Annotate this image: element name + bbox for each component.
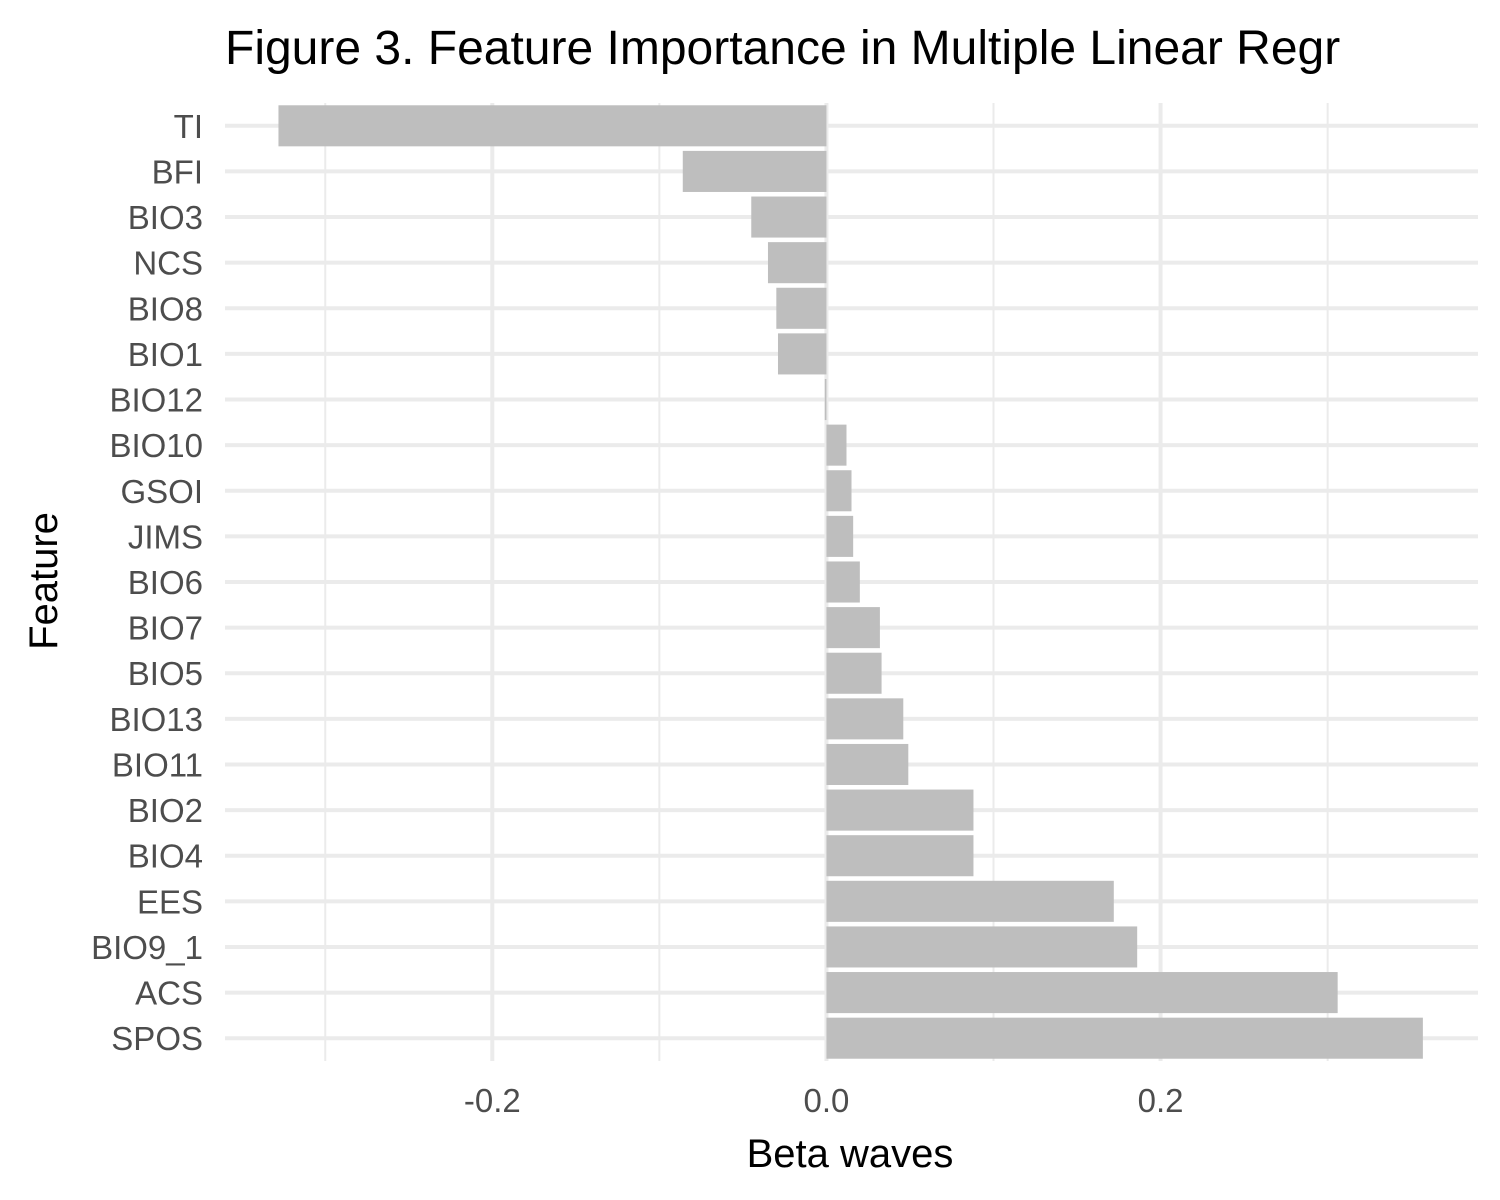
bar-bio8 (776, 287, 827, 329)
y-tick-label: ACS (135, 975, 203, 1012)
y-axis-title: Feature (22, 512, 66, 650)
bar-jims (826, 515, 854, 557)
y-tick-label: BIO8 (128, 290, 203, 327)
chart-title: Figure 3. Feature Importance in Multiple… (225, 22, 1340, 75)
x-tick-label: 0.2 (1138, 1082, 1184, 1119)
y-tick-label: BIO2 (128, 792, 203, 829)
x-tick-labels: -0.2 0.0 0.2 (464, 1082, 1184, 1119)
bar-bio1 (777, 333, 827, 375)
bar-bio4 (826, 835, 974, 877)
y-tick-label: JIMS (128, 518, 203, 555)
bar-spos (826, 1017, 1423, 1059)
y-tick-label: TI (174, 108, 203, 145)
y-tick-labels: TI BFI BIO3 NCS BIO8 BIO1 BIO12 BIO10 GSOI JIMS BI… (91, 108, 203, 1057)
bar-ti (278, 105, 827, 147)
y-tick-label: EES (137, 883, 203, 920)
y-tick-label: BIO10 (109, 427, 203, 464)
bar-bio10 (826, 424, 847, 466)
x-axis-title: Beta waves (747, 1132, 954, 1176)
bar-bio9-1 (826, 926, 1138, 968)
y-tick-label: BIO11 (112, 746, 203, 783)
bar-bio3 (751, 196, 827, 238)
bar-bio7 (826, 607, 880, 649)
bar-acs (826, 972, 1338, 1014)
bar-ncs (767, 242, 827, 284)
y-tick-label: BIO7 (128, 610, 203, 647)
bar-bio2 (826, 789, 974, 831)
bar-bio13 (826, 698, 904, 740)
bars (278, 105, 1423, 1059)
y-tick-label: BIO13 (109, 701, 203, 738)
y-tick-label: BIO6 (128, 564, 203, 601)
y-tick-label: BIO12 (109, 382, 203, 419)
bar-bio5 (826, 652, 882, 694)
y-tick-label: BIO5 (128, 655, 203, 692)
y-tick-label: BIO1 (128, 336, 203, 373)
y-tick-label: BFI (152, 153, 203, 190)
bar-bio11 (826, 743, 909, 786)
y-tick-label: BIO9_1 (91, 929, 203, 966)
bar-bio12 (824, 378, 827, 421)
bar-bio6 (826, 561, 860, 603)
y-tick-label: BIO4 (128, 838, 203, 875)
y-tick-label: GSOI (120, 473, 203, 510)
x-tick-label: -0.2 (464, 1082, 521, 1119)
y-tick-label: BIO3 (128, 199, 203, 236)
bar-ees (826, 880, 1114, 922)
bar-gsoi (826, 470, 852, 512)
bar-bfi (682, 150, 827, 192)
y-tick-label: SPOS (111, 1020, 203, 1057)
x-tick-label: 0.0 (804, 1082, 850, 1119)
y-tick-label: NCS (133, 245, 203, 282)
